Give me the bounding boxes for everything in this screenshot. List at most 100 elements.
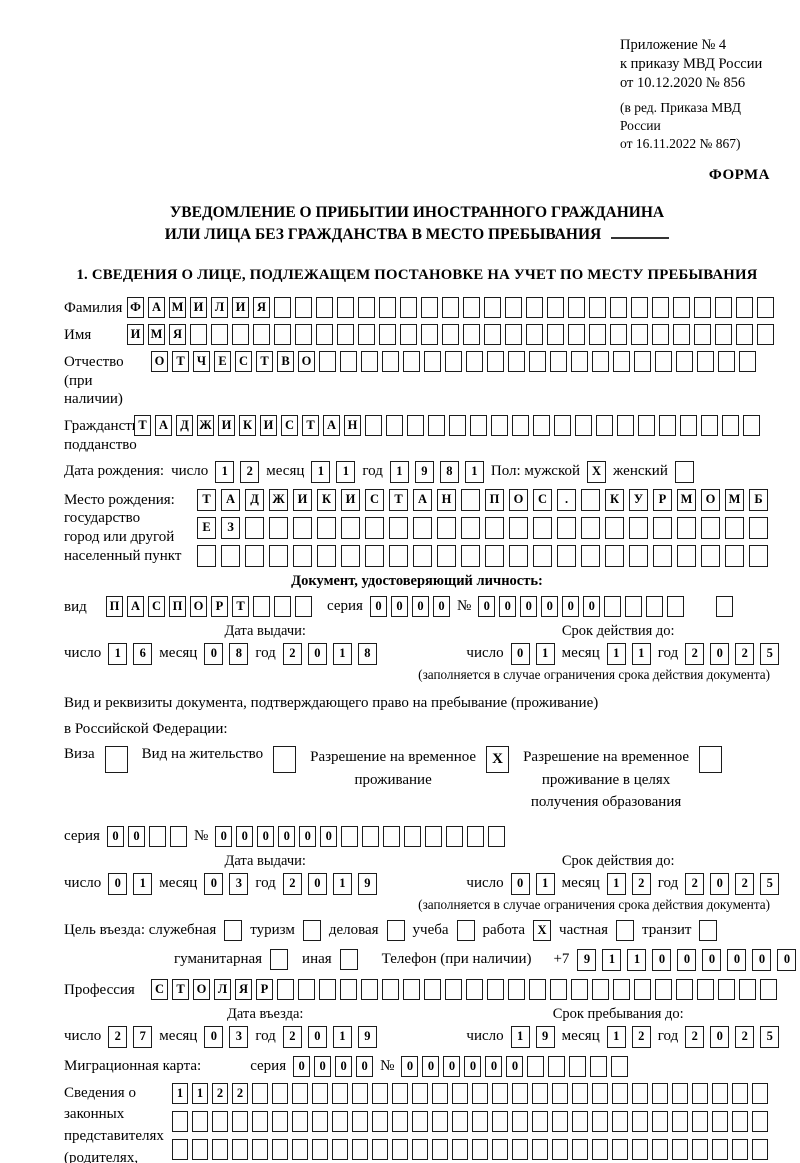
char-box[interactable] <box>581 516 600 539</box>
char-box[interactable] <box>526 296 543 318</box>
char-box[interactable] <box>629 516 648 539</box>
char-box[interactable] <box>437 544 456 567</box>
char-box[interactable] <box>694 296 711 318</box>
char-box[interactable]: 9 <box>357 1025 377 1048</box>
char-box[interactable]: А <box>155 415 172 436</box>
char-box[interactable]: 0 <box>702 948 722 971</box>
char-box[interactable] <box>352 1082 368 1104</box>
char-box[interactable]: З <box>221 516 240 539</box>
char-box[interactable] <box>612 1082 628 1104</box>
char-box[interactable] <box>589 296 606 318</box>
char-box[interactable] <box>694 323 711 345</box>
char-box[interactable] <box>461 516 480 539</box>
char-box[interactable] <box>492 1138 508 1160</box>
char-box[interactable] <box>337 323 354 345</box>
char-box[interactable] <box>752 1110 768 1132</box>
char-box[interactable] <box>508 978 525 1000</box>
char-box[interactable]: Р <box>256 978 273 1000</box>
char-box[interactable] <box>673 323 690 345</box>
char-box[interactable] <box>428 415 445 436</box>
char-box[interactable] <box>653 544 672 567</box>
char-box[interactable] <box>484 296 501 318</box>
char-box[interactable]: Т <box>302 415 319 436</box>
char-box[interactable] <box>612 1138 628 1160</box>
char-box[interactable] <box>673 296 690 318</box>
char-box[interactable]: 0 <box>278 825 296 847</box>
char-box[interactable] <box>532 1110 548 1132</box>
char-box[interactable] <box>612 1110 628 1132</box>
char-box[interactable]: 1 <box>389 460 409 483</box>
char-box[interactable]: Ж <box>197 415 214 436</box>
char-box[interactable]: А <box>127 595 144 617</box>
char-box[interactable] <box>581 544 600 567</box>
char-box[interactable] <box>292 1110 308 1132</box>
char-box[interactable] <box>467 825 485 847</box>
char-box[interactable] <box>484 323 501 345</box>
char-box[interactable]: Е <box>197 516 216 539</box>
char-box[interactable] <box>295 595 312 617</box>
char-box[interactable]: Т <box>172 978 189 1000</box>
char-box[interactable] <box>552 1082 568 1104</box>
char-box[interactable] <box>676 978 693 1000</box>
char-box[interactable] <box>317 544 336 567</box>
char-box[interactable]: И <box>127 323 144 345</box>
char-box[interactable]: 1 <box>332 872 352 895</box>
char-box[interactable] <box>358 323 375 345</box>
char-box[interactable] <box>403 978 420 1000</box>
char-box[interactable] <box>104 746 128 773</box>
char-box[interactable]: 1 <box>464 460 484 483</box>
char-box[interactable]: М <box>169 296 186 318</box>
char-box[interactable]: Я <box>235 978 252 1000</box>
char-box[interactable] <box>295 323 312 345</box>
char-box[interactable] <box>432 1082 448 1104</box>
char-box[interactable] <box>273 746 297 773</box>
char-box[interactable] <box>692 1082 708 1104</box>
char-box[interactable] <box>224 919 243 941</box>
char-box[interactable]: А <box>148 296 165 318</box>
char-box[interactable]: 0 <box>583 595 601 617</box>
char-box[interactable] <box>446 825 464 847</box>
char-box[interactable] <box>677 516 696 539</box>
char-box[interactable]: 0 <box>710 642 730 665</box>
char-box[interactable]: Л <box>211 296 228 318</box>
char-box[interactable] <box>712 1110 728 1132</box>
char-box[interactable]: 2 <box>631 1025 651 1048</box>
char-box[interactable]: 0 <box>108 872 128 895</box>
char-box[interactable] <box>232 1110 248 1132</box>
char-box[interactable] <box>413 516 432 539</box>
char-box[interactable] <box>386 415 403 436</box>
char-box[interactable] <box>221 544 240 567</box>
char-box[interactable] <box>667 595 685 617</box>
char-box[interactable] <box>212 1110 228 1132</box>
char-box[interactable] <box>172 1110 188 1132</box>
char-box[interactable] <box>466 978 483 1000</box>
char-box[interactable] <box>752 1082 768 1104</box>
char-box[interactable] <box>316 323 333 345</box>
char-box[interactable]: 8 <box>229 642 249 665</box>
char-box[interactable]: 0 <box>293 1055 311 1077</box>
char-box[interactable]: 7 <box>133 1025 153 1048</box>
char-box[interactable] <box>605 516 624 539</box>
char-box[interactable] <box>749 544 768 567</box>
char-box[interactable] <box>404 825 422 847</box>
char-box[interactable] <box>652 1082 668 1104</box>
char-box[interactable] <box>652 296 669 318</box>
char-box[interactable] <box>232 1138 248 1160</box>
char-box[interactable] <box>581 488 600 511</box>
char-box[interactable] <box>332 1082 348 1104</box>
char-box[interactable] <box>718 978 735 1000</box>
char-box[interactable] <box>572 1138 588 1160</box>
char-box[interactable] <box>292 1138 308 1160</box>
char-box[interactable] <box>646 595 664 617</box>
char-box[interactable]: Т <box>134 415 151 436</box>
char-box[interactable] <box>610 296 627 318</box>
char-box[interactable] <box>445 350 462 372</box>
char-box[interactable] <box>659 415 676 436</box>
char-box[interactable]: 2 <box>212 1082 228 1104</box>
char-box[interactable] <box>547 323 564 345</box>
char-box[interactable]: 1 <box>133 872 153 895</box>
char-box[interactable] <box>253 323 270 345</box>
char-box[interactable] <box>432 1110 448 1132</box>
char-box[interactable]: О <box>193 978 210 1000</box>
char-box[interactable]: О <box>190 595 207 617</box>
